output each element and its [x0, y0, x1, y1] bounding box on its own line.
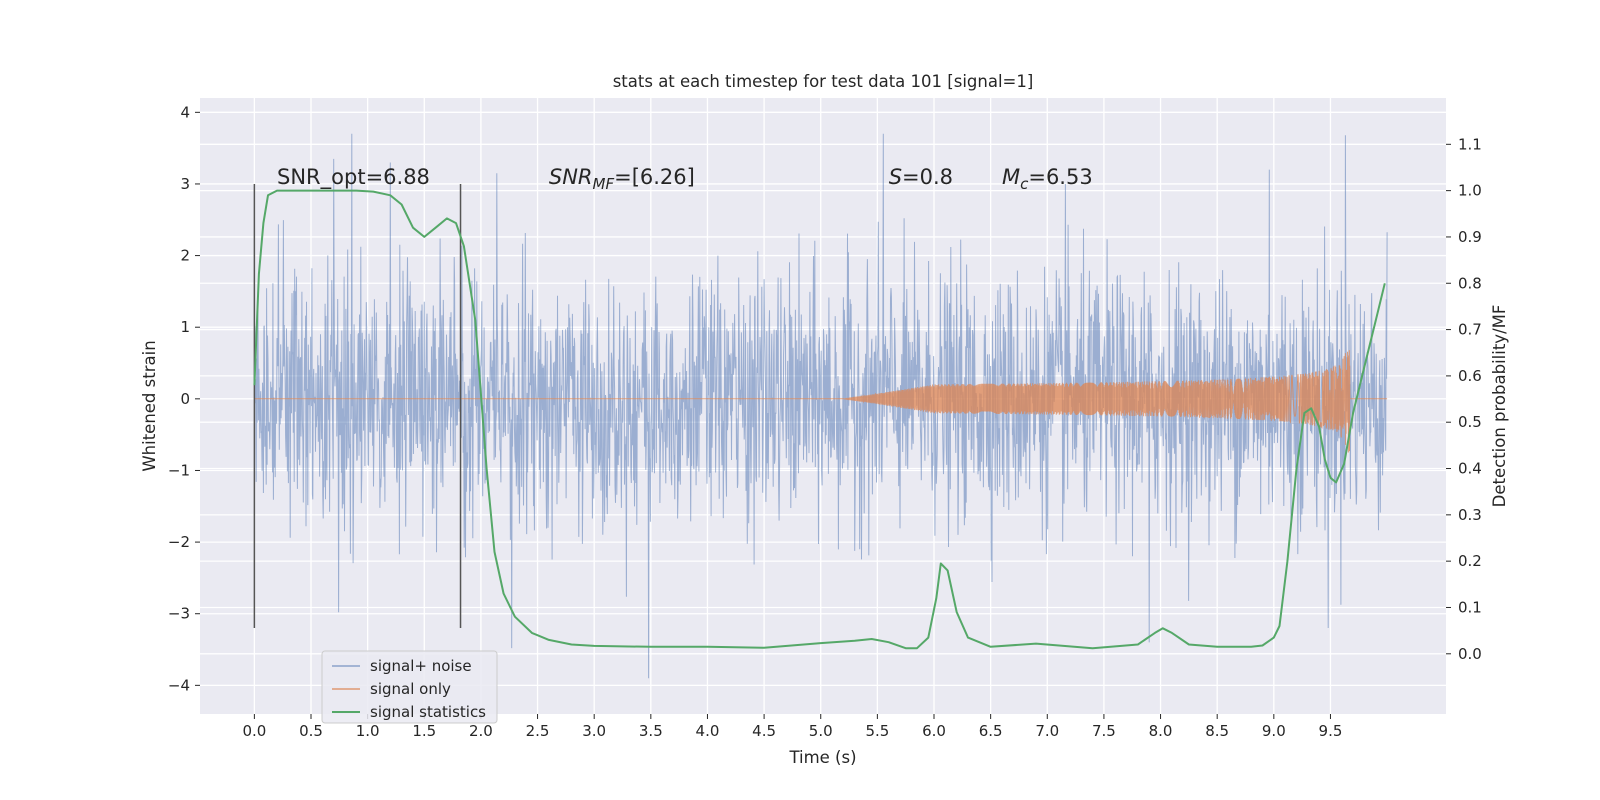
y-tick-label: −1 — [168, 461, 190, 479]
noise-trace — [253, 133, 1388, 679]
statistics-trace — [253, 189, 1386, 650]
x-tick-label: 0.0 — [242, 722, 266, 740]
annotation-s: S=0.8 — [889, 165, 953, 189]
x-tick-label: 6.0 — [922, 722, 946, 740]
y-tick-label: −2 — [168, 533, 190, 551]
x-tick-label: 5.5 — [865, 722, 889, 740]
y-right-tick-label: 1.0 — [1458, 182, 1482, 200]
y-right-tick-label: 0.1 — [1458, 598, 1482, 616]
y-axis-ticks: −4 −3 −2 −1 0 1 2 3 4 — [168, 103, 200, 694]
x-axis-ticks: 0.0 0.5 1.0 1.5 2.0 2.5 3.0 3.5 4.0 4.5 5.0 5.5 6.0 6… — [242, 714, 1342, 740]
x-tick-label: 3.0 — [582, 722, 606, 740]
y-tick-label: −4 — [168, 676, 190, 694]
signal-trace — [254, 350, 1388, 453]
y-right-tick-label: 0.0 — [1458, 645, 1482, 663]
y-tick-label: 4 — [180, 103, 190, 121]
x-tick-label: 4.0 — [696, 722, 720, 740]
x-tick-label: 6.5 — [979, 722, 1003, 740]
x-tick-label: 9.5 — [1319, 722, 1343, 740]
chart-title: stats at each timestep for test data 101… — [613, 72, 1034, 91]
y-tick-label: 2 — [180, 247, 190, 265]
x-tick-label: 8.0 — [1149, 722, 1173, 740]
annotation-snr_opt: SNR_opt=6.88 — [277, 165, 430, 190]
y-right-tick-label: 0.4 — [1458, 460, 1482, 478]
y-right-tick-label: 0.2 — [1458, 552, 1482, 570]
x-tick-label: 4.5 — [752, 722, 776, 740]
series-signal-noise — [253, 133, 1388, 679]
annotation-snr_mf: SNRMF=[6.26] — [549, 165, 695, 193]
series-signal-statistics — [253, 189, 1386, 650]
y-tick-label: 3 — [180, 175, 190, 193]
y-axis-label: Whitened strain — [140, 340, 159, 471]
legend-label: signal only — [370, 680, 451, 698]
x-tick-label: 9.0 — [1262, 722, 1286, 740]
y-right-tick-label: 0.9 — [1458, 228, 1482, 246]
y-right-tick-label: 0.6 — [1458, 367, 1482, 385]
x-axis-label: Time (s) — [788, 748, 856, 767]
x-tick-label: 1.5 — [412, 722, 436, 740]
y-right-tick-label: 0.5 — [1458, 413, 1482, 431]
series-signal-only — [254, 350, 1388, 453]
y-right-tick-label: 0.8 — [1458, 274, 1482, 292]
annotations: SNR_opt=6.88 SNRMF=[6.26] S=0.8 Mc=6.53 — [277, 165, 1093, 193]
x-tick-label: 0.5 — [299, 722, 323, 740]
x-tick-label: 1.0 — [356, 722, 380, 740]
annotation-mc: Mc=6.53 — [1002, 165, 1093, 193]
x-tick-label: 7.0 — [1035, 722, 1059, 740]
x-tick-label: 2.0 — [469, 722, 493, 740]
legend: signal+ noise signal only signal statistic… — [321, 650, 498, 724]
x-tick-label: 3.5 — [639, 722, 663, 740]
x-tick-label: 7.5 — [1092, 722, 1116, 740]
legend-label: signal statistics — [370, 703, 486, 721]
x-tick-label: 8.5 — [1205, 722, 1229, 740]
y-right-axis-ticks: 0.0 0.1 0.2 0.3 0.4 0.5 0.6 0.7 0.8 0.9 1.0 1.1 — [1446, 135, 1482, 663]
legend-label: signal+ noise — [370, 657, 472, 675]
y-right-tick-label: 0.7 — [1458, 321, 1482, 339]
y-tick-label: 1 — [180, 318, 190, 336]
x-tick-label: 2.5 — [526, 722, 550, 740]
y-right-axis-label: Detection probability/MF — [1490, 305, 1509, 508]
x-tick-label: 5.0 — [809, 722, 833, 740]
y-right-tick-label: 0.3 — [1458, 506, 1482, 524]
y-right-tick-label: 1.1 — [1458, 135, 1482, 153]
window-markers — [253, 183, 462, 629]
y-tick-label: 0 — [180, 390, 190, 408]
legend-box — [321, 650, 498, 724]
y-tick-label: −3 — [168, 605, 190, 623]
